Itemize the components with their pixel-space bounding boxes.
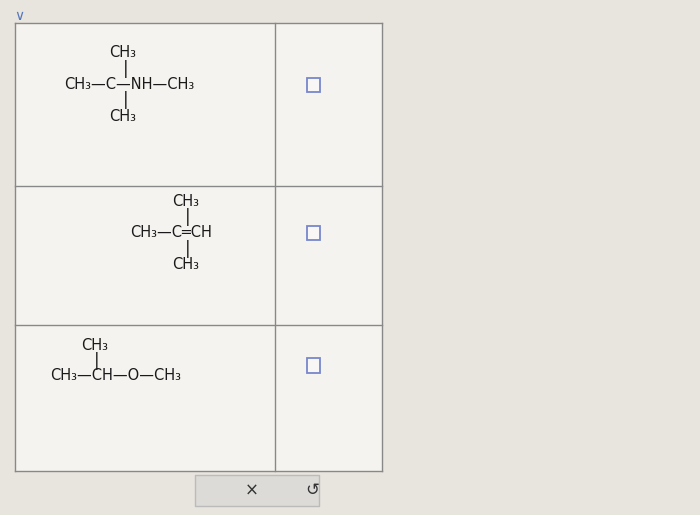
Text: |: | [185,240,190,258]
Text: CH₃: CH₃ [109,109,136,125]
Text: ↺: ↺ [305,482,319,499]
Bar [275,325,382,471]
Text: ×: × [245,482,259,499]
Bar [195,475,319,506]
Bar [15,23,275,186]
Text: CH₃—C—NH—CH₃: CH₃—C—NH—CH₃ [64,77,195,92]
Text: CH₃: CH₃ [81,337,108,353]
Text: CH₃—C═CH: CH₃—C═CH [131,225,212,241]
Text: |: | [122,60,128,78]
Text: CH₃: CH₃ [109,45,136,60]
Text: |: | [122,92,128,109]
Bar [275,23,382,186]
Bar [275,186,382,325]
Bar [307,358,320,373]
Bar [15,325,275,471]
Text: CH₃—CH—O—CH₃: CH₃—CH—O—CH₃ [50,368,181,384]
Text: ∨: ∨ [15,9,24,24]
Bar [307,226,320,240]
Text: |: | [185,209,190,226]
Text: |: | [94,352,99,369]
Bar [15,186,275,325]
Text: CH₃: CH₃ [172,256,199,272]
Text: CH₃: CH₃ [172,194,199,209]
Bar [307,78,320,92]
